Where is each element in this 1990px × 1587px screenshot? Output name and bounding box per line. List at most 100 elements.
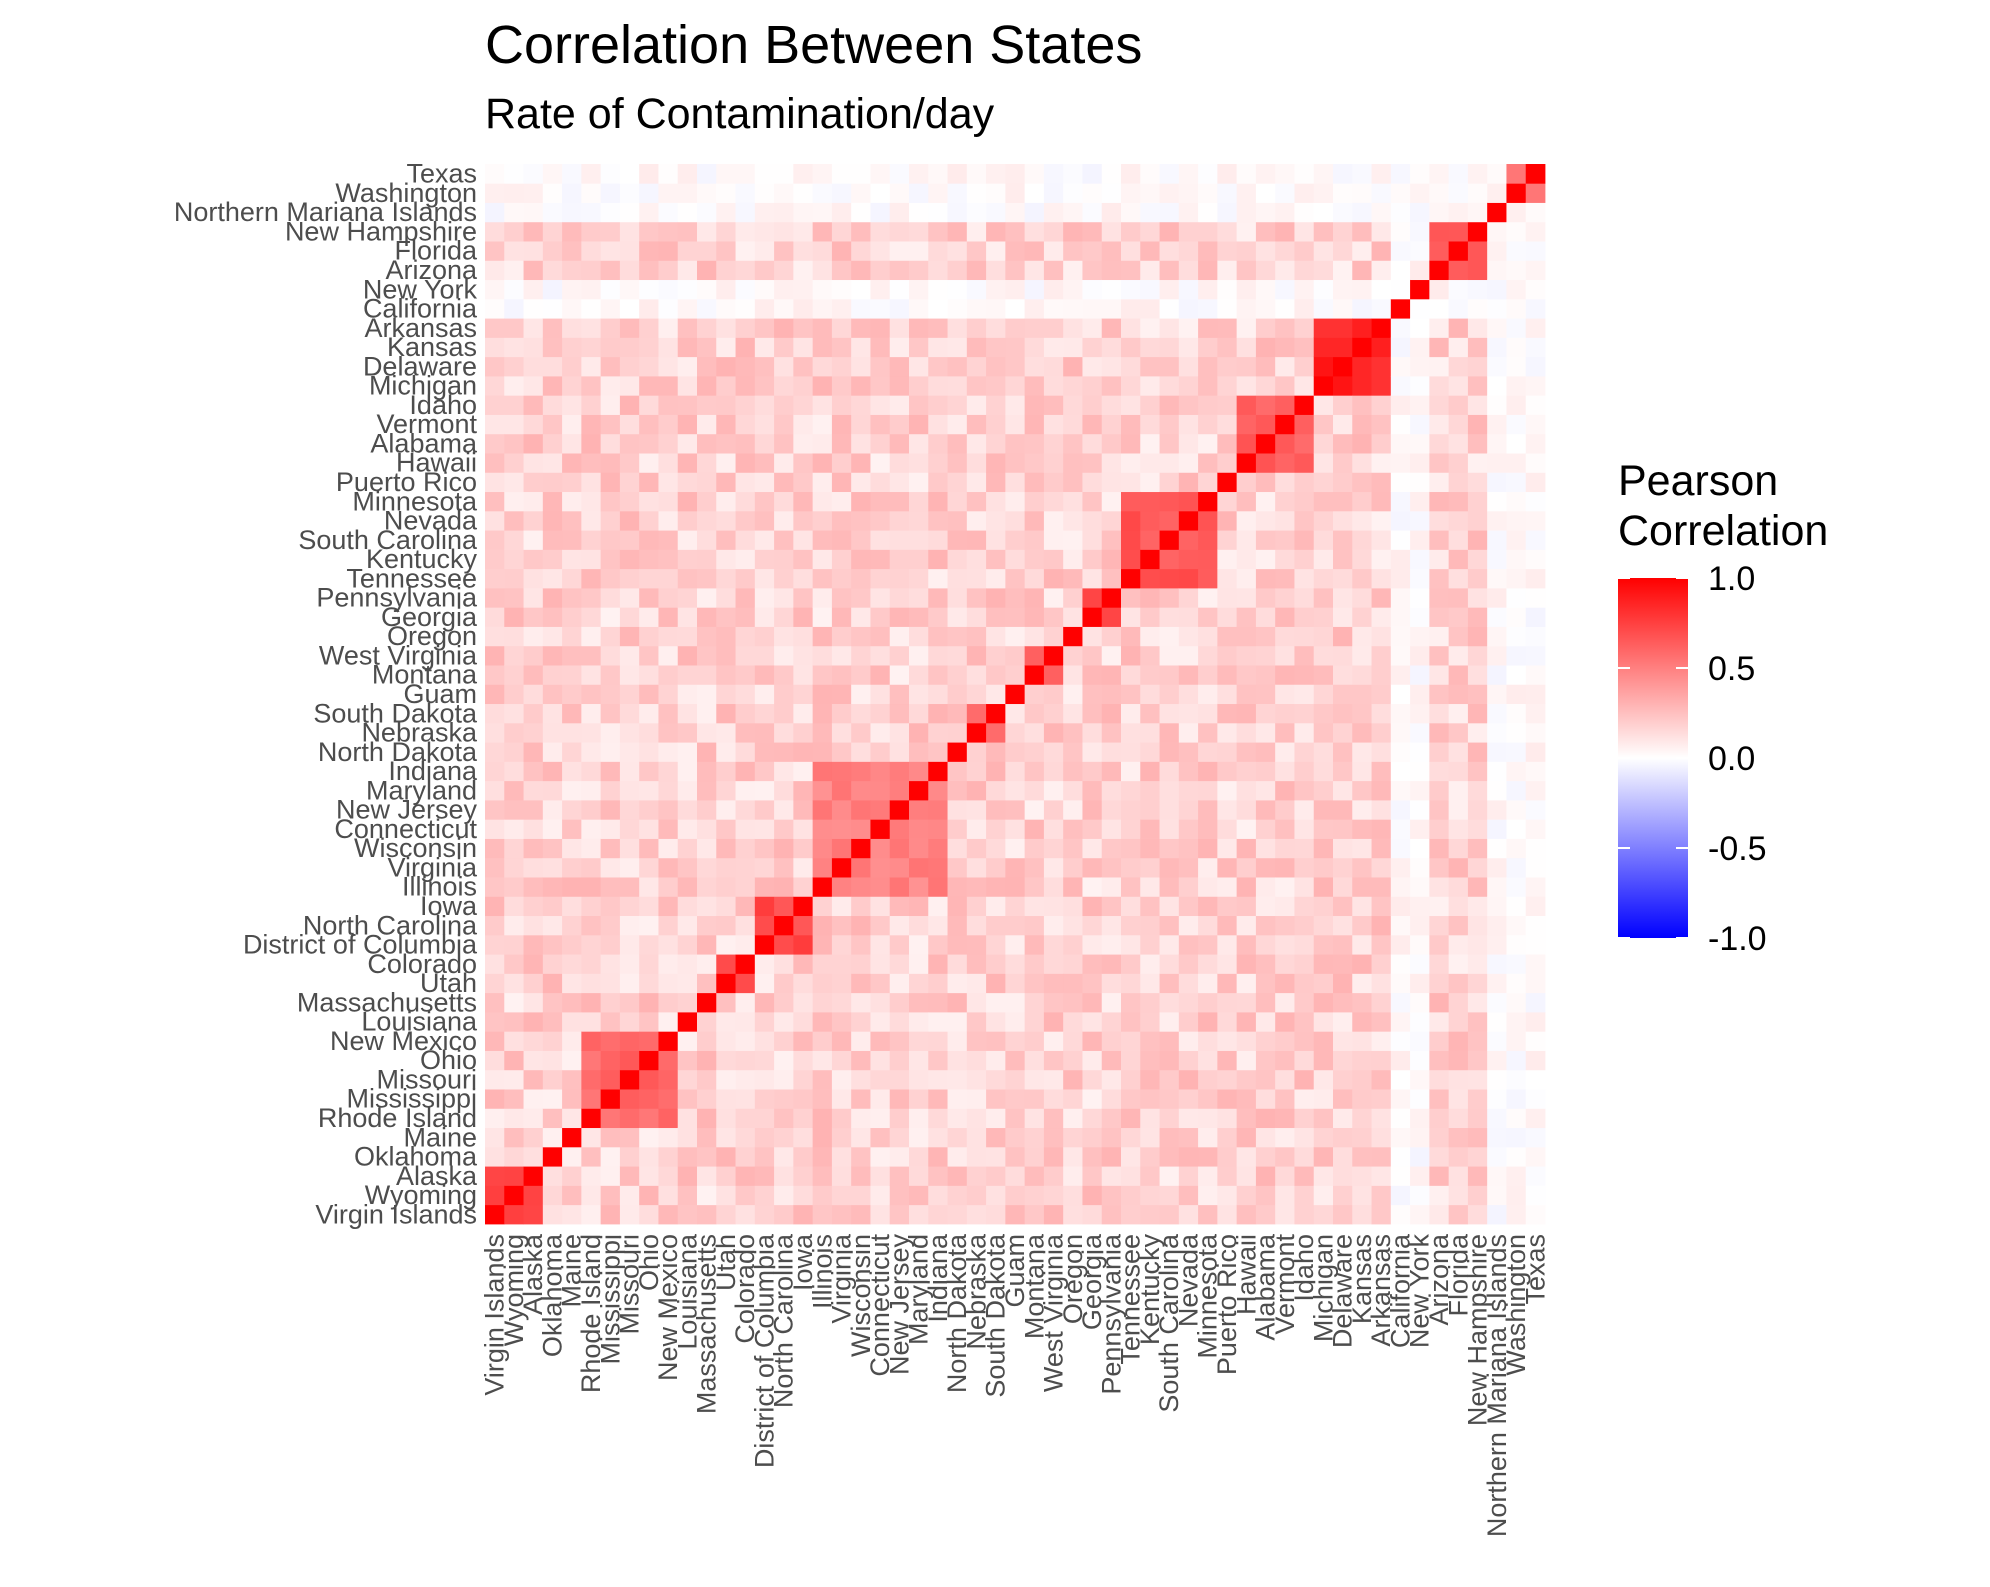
heatmap-cell [774, 433, 794, 454]
heatmap-cell [928, 857, 948, 878]
heatmap-cell [1275, 877, 1295, 897]
heatmap-cell [831, 1108, 852, 1129]
heatmap-cell [581, 414, 602, 435]
heatmap-cell [504, 819, 524, 839]
heatmap-cell [639, 992, 659, 1013]
heatmap-cell [793, 530, 814, 550]
heatmap-cell [1352, 279, 1372, 300]
heatmap-cell [504, 568, 524, 589]
heatmap-cell [523, 164, 544, 184]
heatmap-cell [1506, 202, 1527, 223]
heatmap-cell [1217, 1069, 1238, 1090]
heatmap-cell [1390, 1069, 1411, 1090]
heatmap-cell [1294, 954, 1315, 974]
heatmap-cell [1333, 298, 1353, 319]
heatmap-cell [1352, 973, 1372, 994]
heatmap-cell [1255, 761, 1276, 782]
heatmap-cell [562, 279, 582, 300]
heatmap-cell [1429, 1127, 1450, 1148]
heatmap-cell [485, 376, 505, 396]
heatmap-cell [1043, 1069, 1064, 1090]
heatmap-cell [1217, 298, 1238, 319]
heatmap-cell [1313, 414, 1334, 435]
heatmap-cell [1082, 742, 1103, 762]
heatmap-cell [1005, 665, 1026, 685]
heatmap-cell [986, 954, 1006, 974]
heatmap-cell [793, 414, 814, 435]
heatmap-cell [793, 857, 814, 878]
heatmap-cell [600, 877, 621, 897]
heatmap-cell [1525, 1185, 1546, 1206]
heatmap-cell [1024, 337, 1045, 358]
heatmap-cell [1525, 1108, 1546, 1129]
heatmap-cell [1448, 626, 1469, 647]
heatmap-cell [562, 1012, 582, 1032]
heatmap-cell [1313, 183, 1334, 203]
heatmap-cell [831, 164, 852, 184]
heatmap-cell [909, 414, 929, 435]
x-tick-label: New Mexico [653, 1234, 683, 1381]
heatmap-cell [1275, 1204, 1295, 1225]
heatmap-cell [1063, 819, 1083, 839]
heatmap-cell [889, 356, 910, 377]
heatmap-cell [504, 433, 524, 454]
heatmap-cell [1005, 1166, 1026, 1186]
heatmap-cell [1082, 510, 1103, 531]
heatmap-cell [1390, 838, 1411, 859]
heatmap-cell [677, 202, 698, 223]
heatmap-cell [735, 183, 756, 203]
heatmap-cell [1467, 703, 1488, 724]
heatmap-cell [966, 780, 987, 801]
heatmap-cell [1506, 665, 1527, 685]
heatmap-cell [600, 183, 621, 203]
heatmap-cell [1121, 1031, 1141, 1051]
heatmap-cell [812, 1166, 833, 1186]
heatmap-cell [485, 356, 505, 377]
heatmap-cell [1313, 684, 1334, 705]
heatmap-cell [562, 1185, 582, 1206]
heatmap-cell [870, 202, 891, 223]
x-tick-label: Arizona [1424, 1233, 1454, 1326]
heatmap-cell [1525, 1031, 1546, 1051]
heatmap-cell [716, 241, 736, 261]
heatmap-cell [1487, 472, 1507, 493]
heatmap-cell [1275, 491, 1295, 512]
heatmap-cell [1506, 780, 1527, 801]
heatmap-cell [1313, 780, 1334, 801]
heatmap-cell [562, 992, 582, 1013]
heatmap-cell [639, 1031, 659, 1051]
heatmap-cell [1487, 414, 1507, 435]
heatmap-cell [1294, 915, 1315, 936]
heatmap-cell [928, 819, 948, 839]
heatmap-cell [1333, 202, 1353, 223]
heatmap-cell [1275, 1031, 1295, 1051]
heatmap-cell [485, 1146, 505, 1167]
heatmap-cell [1506, 298, 1527, 319]
heatmap-cell [1140, 202, 1160, 223]
heatmap-cell [793, 453, 814, 473]
heatmap-cell [1429, 1089, 1450, 1109]
heatmap-cell [1217, 645, 1238, 666]
heatmap-cell [870, 1185, 891, 1206]
heatmap-cell [1101, 395, 1122, 415]
heatmap-cell [562, 626, 582, 647]
heatmap-cell [504, 626, 524, 647]
heatmap-cell [1140, 877, 1160, 897]
heatmap-cell [831, 800, 852, 820]
heatmap-cell [754, 877, 775, 897]
heatmap-cell [1487, 761, 1507, 782]
heatmap-cell [619, 395, 640, 415]
heatmap-cell [928, 1166, 948, 1186]
heatmap-cell [1294, 356, 1315, 377]
heatmap-cell [1294, 857, 1315, 878]
heatmap-cell [735, 530, 756, 550]
heatmap-cell [1410, 1031, 1430, 1051]
heatmap-cell [639, 1166, 659, 1186]
heatmap-cell [658, 954, 679, 974]
heatmap-cell [1525, 356, 1546, 377]
heatmap-cell [485, 954, 505, 974]
heatmap-cell [1487, 1108, 1507, 1129]
heatmap-cell [1159, 607, 1180, 627]
heatmap-cell [754, 992, 775, 1013]
heatmap-cell [600, 202, 621, 223]
